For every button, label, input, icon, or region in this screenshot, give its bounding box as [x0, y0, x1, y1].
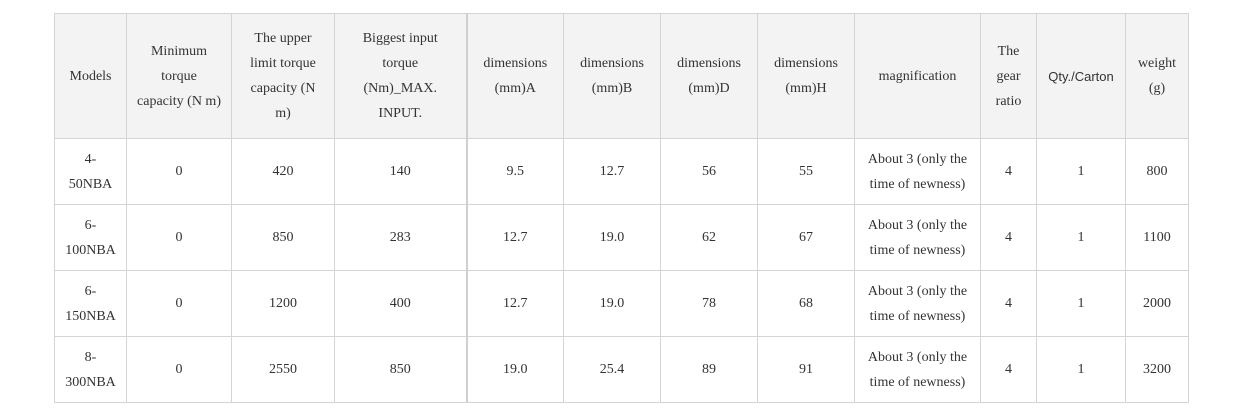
- table-row: 6-150NBA 0 1200 400 12.7 19.0 78 68 About 3 (onl…: [54, 270, 1189, 337]
- table-cell: 19.0: [563, 270, 661, 337]
- table-cell: 89: [660, 336, 758, 403]
- table-cell: 67: [757, 204, 855, 271]
- table-cell: 3200: [1125, 336, 1189, 403]
- table-cell: 2000: [1125, 270, 1189, 337]
- table-cell: 1100: [1125, 204, 1189, 271]
- table-cell: 140: [334, 138, 468, 205]
- header-cell: Biggest input torque (Nm)_MAX. INPUT.: [334, 13, 468, 139]
- table-cell: 4: [980, 138, 1037, 205]
- table-cell: 800: [1125, 138, 1189, 205]
- table-cell: 9.5: [466, 138, 564, 205]
- table-header: Models Minimum torque capacity (N m) The u…: [54, 13, 1189, 139]
- header-cell: dimensions (mm)H: [757, 13, 855, 139]
- table-cell: 6-150NBA: [54, 270, 127, 337]
- table-cell: 4-50NBA: [54, 138, 127, 205]
- table-cell: 283: [334, 204, 468, 271]
- header-cell: magnification: [854, 13, 981, 139]
- table-cell: 12.7: [466, 270, 564, 337]
- table-cell: 12.7: [563, 138, 661, 205]
- header-cell: weight (g): [1125, 13, 1189, 139]
- table-cell: 4: [980, 270, 1037, 337]
- table-cell: 0: [126, 336, 232, 403]
- table-cell: 68: [757, 270, 855, 337]
- header-cell: Qty./Carton: [1036, 13, 1126, 139]
- table-cell: 4: [980, 336, 1037, 403]
- table-cell: 850: [334, 336, 468, 403]
- spec-table: Models Minimum torque capacity (N m) The u…: [54, 13, 1189, 403]
- table-cell: 25.4: [563, 336, 661, 403]
- header-cell: Minimum torque capacity (N m): [126, 13, 232, 139]
- table-cell: 6-100NBA: [54, 204, 127, 271]
- table-cell: 0: [126, 204, 232, 271]
- header-cell: The upper limit torque capacity (N m): [231, 13, 335, 139]
- table-cell: 850: [231, 204, 335, 271]
- table-cell: About 3 (only the time of newness): [854, 204, 981, 271]
- header-cell: The gear ratio: [980, 13, 1037, 139]
- header-cell: dimensions (mm)B: [563, 13, 661, 139]
- table-body: 4-50NBA 0 420 140 9.5 12.7 56 55 About 3 (only t…: [54, 138, 1189, 403]
- header-cell: dimensions (mm)A: [466, 13, 564, 139]
- table-cell: 1: [1036, 270, 1126, 337]
- table-cell: 2550: [231, 336, 335, 403]
- table-row: 4-50NBA 0 420 140 9.5 12.7 56 55 About 3 (only t…: [54, 138, 1189, 205]
- table-cell: 12.7: [466, 204, 564, 271]
- table-cell: 1: [1036, 204, 1126, 271]
- table-cell: About 3 (only the time of newness): [854, 336, 981, 403]
- table-cell: 55: [757, 138, 855, 205]
- table-cell: 4: [980, 204, 1037, 271]
- table-row: 6-100NBA 0 850 283 12.7 19.0 62 67 About 3 (only…: [54, 204, 1189, 271]
- table-cell: 19.0: [563, 204, 661, 271]
- table-cell: 8-300NBA: [54, 336, 127, 403]
- table-cell: 0: [126, 270, 232, 337]
- table-cell: 62: [660, 204, 758, 271]
- header-cell: Models: [54, 13, 127, 139]
- table-cell: 1200: [231, 270, 335, 337]
- table-row: 8-300NBA 0 2550 850 19.0 25.4 89 91 About 3 (onl…: [54, 336, 1189, 403]
- table-cell: 0: [126, 138, 232, 205]
- table-cell: About 3 (only the time of newness): [854, 138, 981, 205]
- table-cell: 56: [660, 138, 758, 205]
- table-cell: 91: [757, 336, 855, 403]
- table-cell: About 3 (only the time of newness): [854, 270, 981, 337]
- header-row: Models Minimum torque capacity (N m) The u…: [54, 13, 1189, 139]
- table-cell: 400: [334, 270, 468, 337]
- header-cell: dimensions (mm)D: [660, 13, 758, 139]
- table-cell: 1: [1036, 138, 1126, 205]
- table-cell: 19.0: [466, 336, 564, 403]
- table-cell: 1: [1036, 336, 1126, 403]
- table-cell: 78: [660, 270, 758, 337]
- table-cell: 420: [231, 138, 335, 205]
